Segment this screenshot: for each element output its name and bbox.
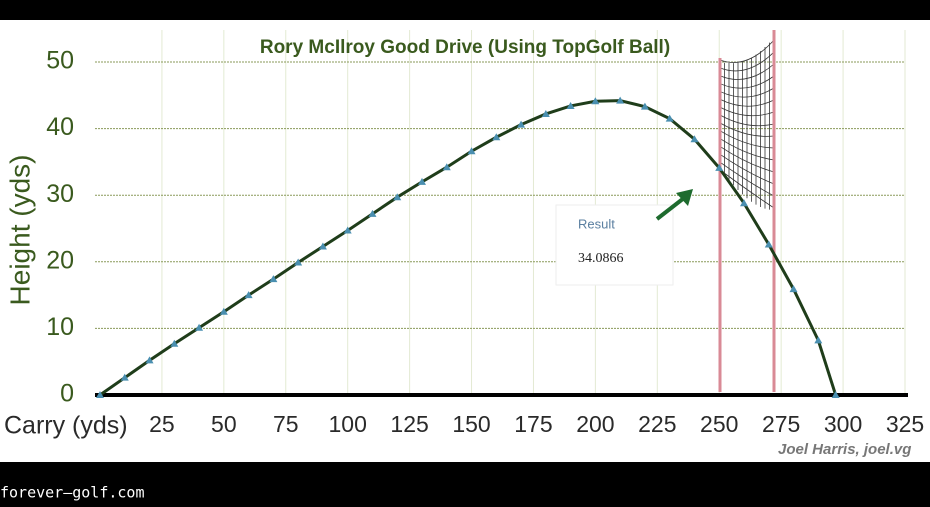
- marker: [764, 240, 773, 248]
- marker: [368, 209, 377, 217]
- marker: [244, 291, 253, 299]
- marker: [418, 177, 426, 185]
- source: forever–golf.com: [0, 484, 145, 502]
- x-tick-label: 100: [329, 411, 367, 437]
- net-line: [719, 39, 775, 63]
- marker: [740, 199, 748, 207]
- marker: [591, 97, 600, 105]
- marker: [195, 323, 204, 331]
- marker: [96, 391, 104, 398]
- x-tick-label: 125: [390, 411, 428, 437]
- marker: [492, 133, 501, 141]
- marker: [294, 258, 303, 266]
- marker: [318, 242, 327, 250]
- y-tick-label: 40: [46, 113, 74, 141]
- marker: [831, 391, 840, 398]
- marker: [517, 120, 526, 128]
- result-label: Result: [578, 216, 615, 231]
- marker: [442, 163, 451, 171]
- label-background: [0, 410, 150, 442]
- x-tick-label: 200: [576, 411, 614, 437]
- x-tick-label: 250: [700, 411, 738, 437]
- marker: [665, 114, 674, 122]
- x-tick-label: 225: [638, 411, 676, 437]
- y-tick-label: 10: [46, 313, 74, 341]
- x-tick-label: 25: [149, 411, 175, 437]
- marker: [616, 96, 625, 104]
- marker: [715, 163, 724, 171]
- chart-title: Rory McIlroy Good Drive (Using TopGolf B…: [260, 37, 670, 58]
- marker: [393, 193, 402, 201]
- y-tick-label: 50: [46, 47, 74, 75]
- marker: [789, 285, 798, 293]
- marker: [120, 373, 129, 381]
- arrow: [655, 196, 686, 221]
- x-tick-label: 300: [824, 411, 862, 437]
- y-tick-label: 0: [60, 380, 74, 408]
- x-tick-label: 75: [273, 411, 299, 437]
- marker: [541, 109, 550, 117]
- marker: [690, 135, 699, 143]
- x-tick-label: 175: [514, 411, 552, 437]
- x-tick-label: 50: [211, 411, 237, 437]
- marker: [467, 147, 476, 155]
- y-tick-label: 20: [46, 246, 74, 274]
- x-tick-label: 150: [452, 411, 490, 437]
- result-box: [555, 204, 674, 286]
- marker: [145, 356, 154, 364]
- credit: Joel Harris, joel.vg: [778, 441, 911, 458]
- marker: [343, 226, 352, 234]
- marker: [219, 307, 228, 315]
- result-value: 34.0866: [578, 251, 624, 266]
- x-tick-label: 275: [762, 411, 800, 437]
- marker: [170, 339, 179, 347]
- marker: [814, 336, 823, 344]
- x-axis-label: Carry (yds): [4, 412, 128, 440]
- marker: [269, 275, 278, 283]
- arrow-head: [676, 189, 693, 206]
- y-tick-label: 30: [46, 180, 74, 208]
- x-tick-label: 325: [886, 411, 924, 437]
- y-axis-label: Height (yds): [4, 155, 35, 306]
- marker: [566, 101, 575, 109]
- marker: [640, 102, 649, 110]
